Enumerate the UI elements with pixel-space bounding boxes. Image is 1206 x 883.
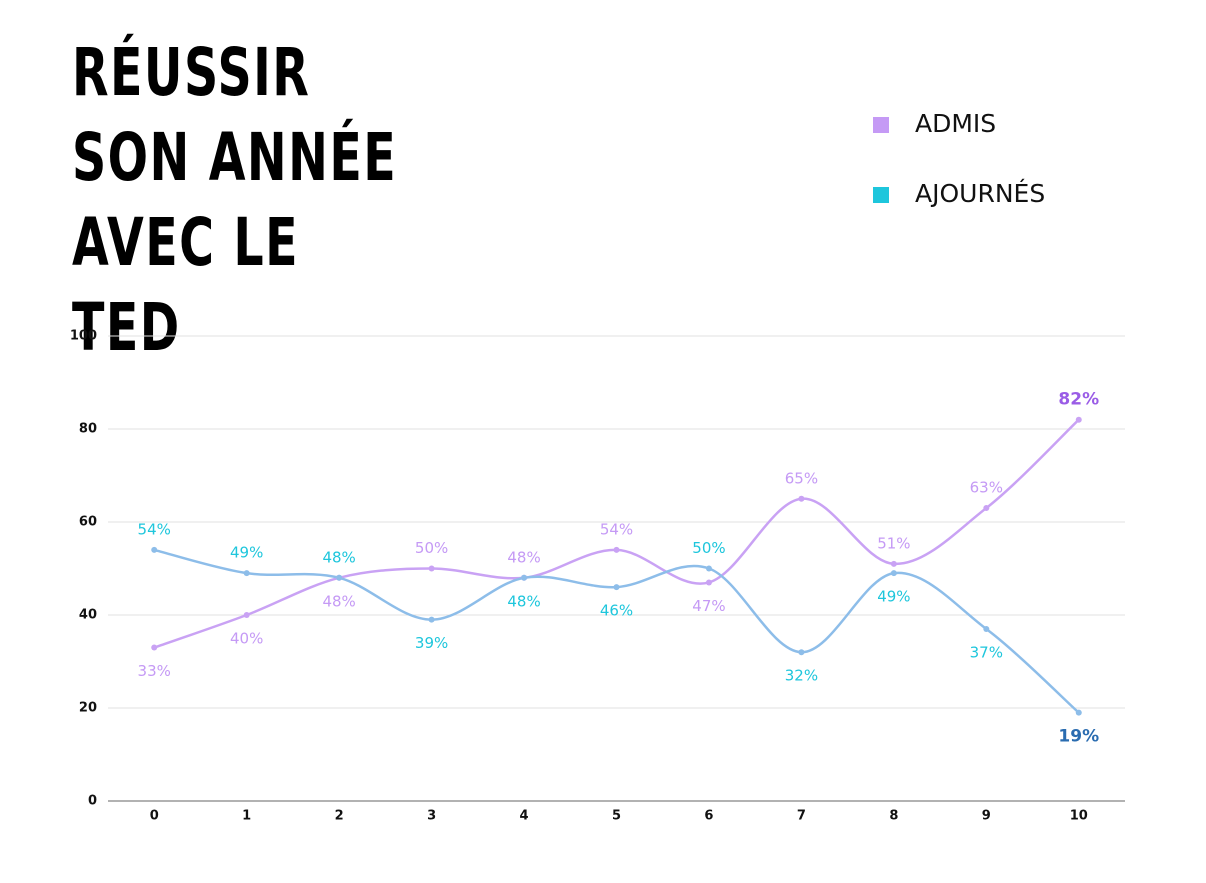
x-tick-label: 2 xyxy=(335,809,344,824)
data-point xyxy=(151,644,158,651)
legend-label: ADMIS xyxy=(915,109,996,138)
chart-title: RÉUSSIR SON ANNÉE AVEC LE TED xyxy=(72,34,398,366)
data-point xyxy=(243,612,250,618)
data-point xyxy=(521,574,528,581)
data-point xyxy=(613,584,620,591)
data-label: 46% xyxy=(600,602,633,620)
data-label: 48% xyxy=(322,548,355,566)
data-label: 48% xyxy=(507,592,540,610)
y-tick-label: 0 xyxy=(88,794,97,809)
data-label: 40% xyxy=(230,630,263,648)
data-label: 48% xyxy=(507,548,540,566)
legend-label: AJOURNÉS xyxy=(915,179,1045,208)
series-line xyxy=(153,418,1080,649)
legend-swatch xyxy=(873,117,889,133)
data-point xyxy=(1075,709,1082,716)
data-label: 32% xyxy=(785,667,818,685)
data-point xyxy=(798,649,805,656)
x-tick-label: 8 xyxy=(889,809,898,824)
data-point xyxy=(336,574,343,581)
data-point xyxy=(890,570,897,577)
data-label: 49% xyxy=(877,588,910,606)
data-point xyxy=(428,616,435,623)
x-tick-label: 4 xyxy=(520,809,529,824)
data-label: 33% xyxy=(138,662,171,680)
x-tick-label: 3 xyxy=(427,809,436,824)
data-label: 54% xyxy=(138,520,171,538)
x-tick-label: 0 xyxy=(150,809,159,824)
data-point xyxy=(798,495,805,502)
x-tick-label: 9 xyxy=(982,809,991,824)
data-label: 51% xyxy=(877,534,910,552)
data-label: 49% xyxy=(230,544,263,562)
y-tick-label: 20 xyxy=(79,701,97,716)
data-label: 63% xyxy=(970,479,1003,497)
legend-swatch xyxy=(873,187,889,203)
data-point xyxy=(613,546,620,553)
series-line xyxy=(153,548,1080,714)
data-label: 19% xyxy=(1058,727,1099,747)
data-label: 48% xyxy=(322,592,355,610)
x-tick-label: 5 xyxy=(612,809,621,824)
data-label: 37% xyxy=(970,643,1003,661)
data-point xyxy=(1075,416,1082,423)
data-point xyxy=(983,505,990,512)
data-point xyxy=(151,546,158,553)
x-tick-label: 1 xyxy=(242,809,251,824)
data-point xyxy=(428,565,435,572)
x-tick-label: 10 xyxy=(1070,809,1088,824)
data-point xyxy=(243,570,250,577)
data-point xyxy=(705,565,712,572)
data-label: 47% xyxy=(692,597,725,615)
data-label: 50% xyxy=(692,539,725,557)
data-label: 82% xyxy=(1058,390,1099,410)
data-label: 50% xyxy=(415,539,448,557)
y-tick-label: 60 xyxy=(79,515,97,530)
data-point xyxy=(705,579,712,586)
x-tick-label: 7 xyxy=(797,809,806,824)
data-label: 39% xyxy=(415,634,448,652)
y-tick-label: 40 xyxy=(79,608,97,623)
data-label: 54% xyxy=(600,520,633,538)
y-tick-label: 80 xyxy=(79,422,97,437)
y-tick-label: 100 xyxy=(70,329,97,344)
data-point xyxy=(983,625,990,632)
data-point xyxy=(890,560,897,567)
data-label: 65% xyxy=(785,469,818,487)
x-tick-label: 6 xyxy=(704,809,713,824)
